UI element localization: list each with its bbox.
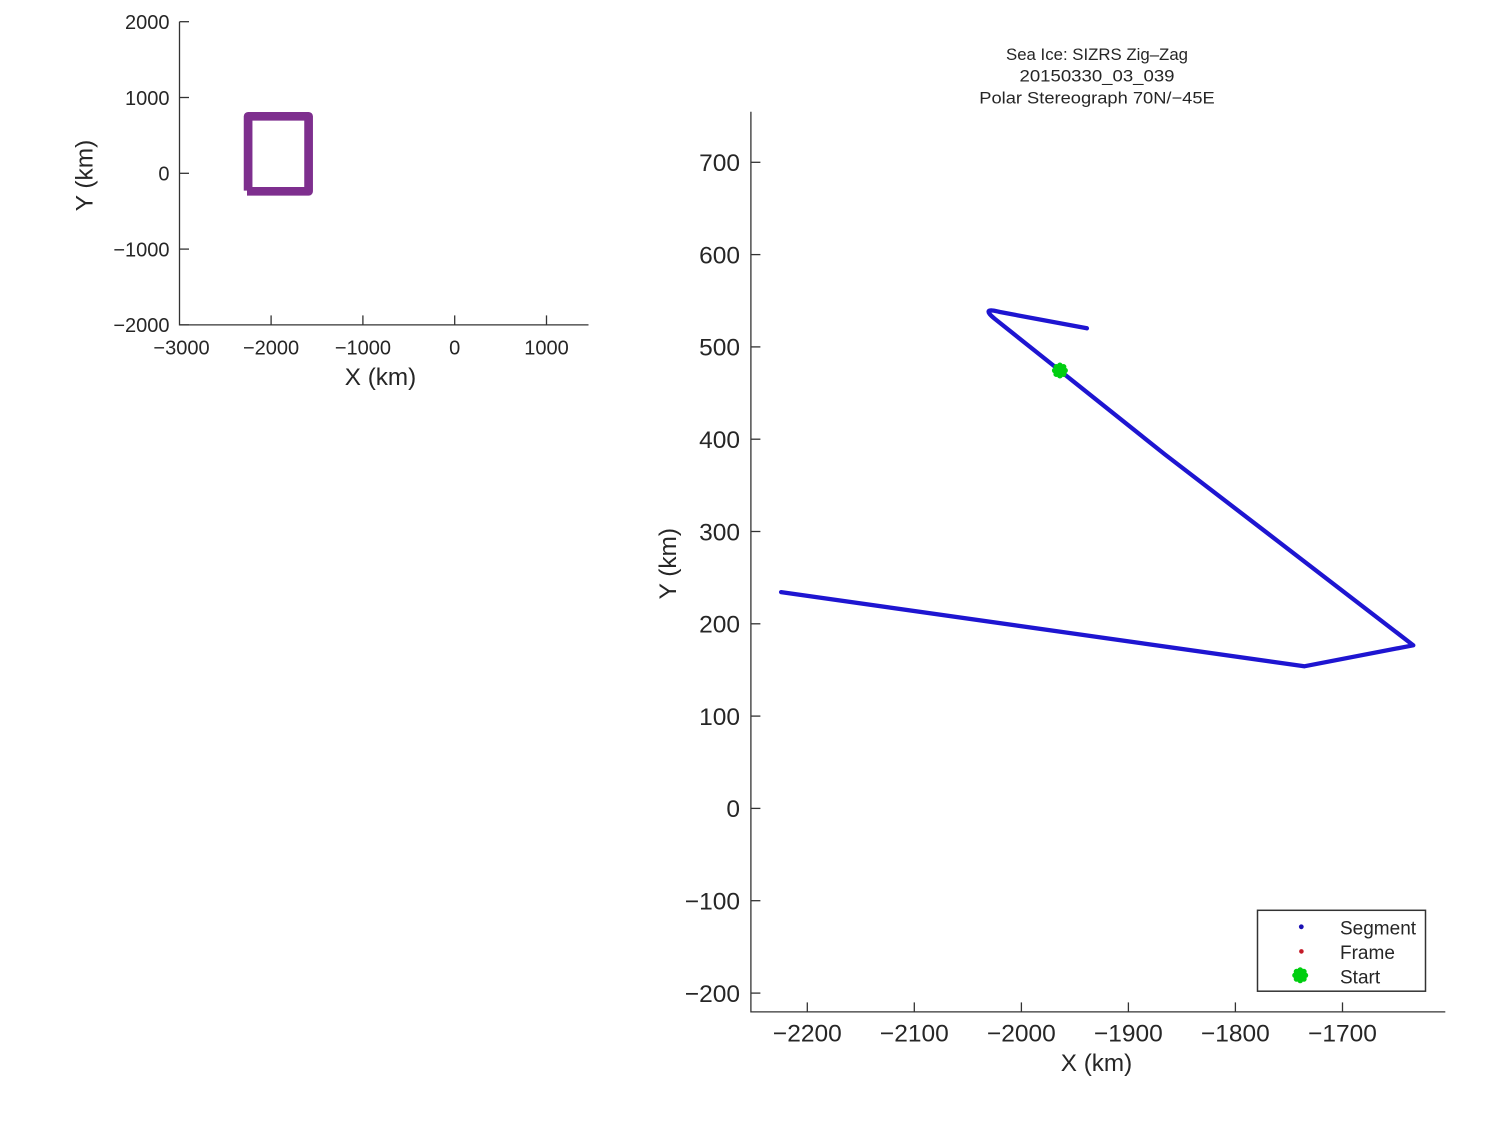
svg-text:2000: 2000	[125, 12, 170, 34]
svg-text:−1900: −1900	[1094, 1021, 1163, 1048]
svg-text:Y (km): Y (km)	[72, 140, 99, 211]
svg-text:100: 100	[699, 704, 740, 731]
svg-text:600: 600	[699, 242, 740, 269]
svg-text:−1000: −1000	[113, 239, 169, 261]
svg-text:−2000: −2000	[987, 1021, 1056, 1048]
svg-text:0: 0	[449, 338, 460, 360]
svg-text:0: 0	[726, 796, 740, 823]
svg-text:1000: 1000	[524, 338, 569, 360]
svg-text:Segment: Segment	[1340, 918, 1417, 939]
svg-text:300: 300	[699, 519, 740, 546]
svg-text:−2100: −2100	[880, 1021, 949, 1048]
svg-text:700: 700	[699, 150, 740, 177]
svg-text:0: 0	[158, 164, 169, 186]
svg-text:X (km): X (km)	[1061, 1050, 1132, 1077]
svg-text:Y (km): Y (km)	[655, 528, 682, 599]
svg-text:−1800: −1800	[1201, 1021, 1270, 1048]
svg-text:−100: −100	[685, 889, 740, 916]
svg-text:−2000: −2000	[243, 338, 299, 360]
svg-text:20150330_03_039: 20150330_03_039	[1020, 68, 1175, 86]
svg-text:−1700: −1700	[1308, 1021, 1377, 1048]
svg-text:−2200: −2200	[773, 1021, 842, 1048]
svg-text:500: 500	[699, 335, 740, 362]
svg-text:X (km): X (km)	[345, 364, 416, 391]
svg-text:1000: 1000	[125, 88, 170, 110]
svg-text:−2000: −2000	[113, 315, 169, 337]
svg-text:−3000: −3000	[153, 338, 209, 360]
svg-text:400: 400	[699, 427, 740, 454]
svg-text:−1000: −1000	[335, 338, 391, 360]
svg-text:200: 200	[699, 612, 740, 639]
svg-text:Start: Start	[1340, 967, 1381, 988]
svg-text:Sea Ice: SIZRS Zig–Zag: Sea Ice: SIZRS Zig–Zag	[1006, 46, 1188, 64]
svg-text:−200: −200	[685, 981, 740, 1008]
svg-text:Polar Stereograph 70N/−45E: Polar Stereograph 70N/−45E	[979, 89, 1215, 107]
svg-text:Frame: Frame	[1340, 943, 1395, 964]
